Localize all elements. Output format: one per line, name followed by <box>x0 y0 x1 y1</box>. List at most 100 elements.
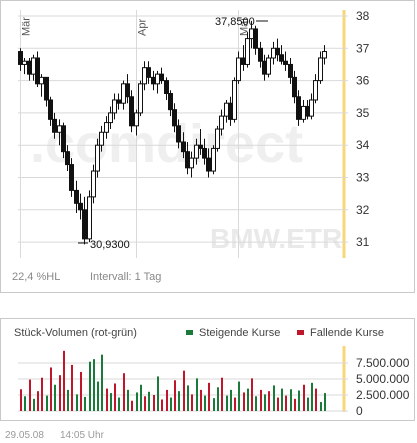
candle <box>245 32 250 68</box>
candle <box>219 109 224 136</box>
volume-bars <box>20 350 326 411</box>
candle <box>18 48 23 71</box>
candle <box>215 125 220 152</box>
min-label: 30,9300 <box>90 239 130 251</box>
volume-y-tick: 0 <box>356 404 363 418</box>
candle <box>99 125 104 152</box>
volume-bar <box>187 385 189 411</box>
volume-bar <box>213 398 215 411</box>
volume-bar <box>221 377 223 411</box>
volume-bar <box>140 384 142 411</box>
price-y-tick: 32 <box>356 203 370 217</box>
month-labels: Mär Apr Mai <box>21 17 251 36</box>
candle <box>35 51 40 88</box>
footer-date: 29.05.08 <box>5 430 44 441</box>
volume-bar <box>320 402 322 411</box>
candle <box>211 145 216 175</box>
candle <box>262 54 267 81</box>
volume-bar <box>54 384 56 411</box>
candle <box>189 151 194 178</box>
candles <box>18 20 327 245</box>
candle <box>74 180 79 214</box>
candle <box>87 190 92 243</box>
price-y-tick: 36 <box>356 74 370 88</box>
max-label: 37,8500 <box>215 16 255 28</box>
volume-bar <box>273 385 275 411</box>
candle <box>142 61 147 91</box>
volume-bar <box>106 388 108 411</box>
volume-y-axis: 7.500.000 5.000.000 2.500.000 0 <box>356 356 410 418</box>
candle <box>78 193 83 220</box>
candle <box>202 138 207 165</box>
candle <box>194 138 199 165</box>
volume-bar <box>157 376 159 411</box>
volume-bar <box>50 367 52 411</box>
candle <box>146 61 151 84</box>
volume-bar <box>33 398 35 411</box>
volume-bar <box>20 389 22 411</box>
candle <box>241 45 246 71</box>
candle <box>116 93 121 110</box>
candle <box>112 93 117 120</box>
volume-bar <box>243 392 245 411</box>
volume-bar <box>285 395 287 411</box>
candle <box>61 122 66 159</box>
volume-bar <box>123 373 125 411</box>
candle <box>283 51 288 71</box>
price-y-tick: 38 <box>356 9 370 23</box>
volume-bar <box>166 389 168 411</box>
candle <box>52 112 57 139</box>
candle <box>104 116 109 139</box>
candle <box>151 70 156 91</box>
volume-bar <box>97 381 99 411</box>
candle <box>176 119 181 149</box>
volume-bar <box>303 384 305 411</box>
volume-bar <box>80 371 82 411</box>
volume-bar <box>277 397 279 411</box>
volume-bar <box>174 380 176 411</box>
volume-bar <box>217 387 219 411</box>
candle <box>181 132 186 159</box>
volume-bar <box>63 350 65 411</box>
month-label: Mär <box>21 17 33 36</box>
price-y-tick: 31 <box>356 235 370 249</box>
candle <box>313 74 318 104</box>
volume-bar <box>67 389 69 411</box>
candle <box>322 45 327 65</box>
candle <box>232 77 237 123</box>
candle <box>198 129 203 155</box>
candle <box>82 196 87 245</box>
candle <box>318 51 323 84</box>
candle <box>125 74 130 104</box>
candle <box>22 57 27 75</box>
candle <box>108 106 113 130</box>
candle <box>39 74 44 97</box>
range-label: 22,4 %HL <box>12 271 60 283</box>
volume-bar <box>264 394 266 411</box>
volume-bar <box>84 396 86 411</box>
candle <box>266 54 271 78</box>
candle <box>164 77 169 100</box>
month-label: Apr <box>137 19 149 36</box>
month-label: Mai <box>239 18 251 36</box>
volume-bar <box>114 383 116 411</box>
volume-bar <box>234 397 236 411</box>
volume-y-tick: 7.500.000 <box>356 356 410 370</box>
volume-bar <box>59 375 61 411</box>
candle <box>275 38 280 62</box>
candle <box>48 96 53 126</box>
volume-bar <box>71 364 73 411</box>
price-y-tick: 37 <box>356 41 370 55</box>
volume-bar <box>37 391 39 411</box>
candle <box>168 90 173 117</box>
candle <box>309 93 314 120</box>
volume-bar <box>110 393 112 411</box>
volume-bar <box>315 388 317 411</box>
volume-bar <box>93 359 95 411</box>
price-y-tick: 33 <box>356 171 370 185</box>
candle <box>44 76 49 107</box>
candle <box>31 54 36 81</box>
candle <box>121 80 126 110</box>
legend-up-swatch <box>186 330 193 335</box>
